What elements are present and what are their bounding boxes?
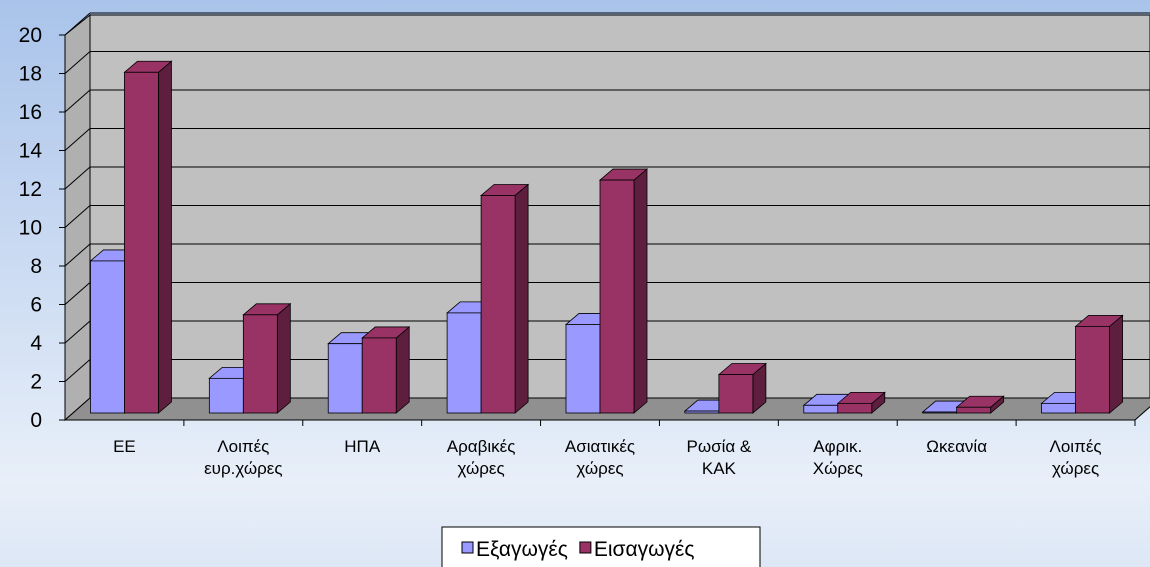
x-tick-label: Αραβικές χώρες (447, 437, 516, 478)
legend-swatch (579, 541, 592, 554)
grid-line (64, 320, 91, 344)
x-tick-label: Λοιπές ευρ.χώρες (204, 437, 282, 478)
grid-line (64, 282, 91, 305)
bar-front (956, 406, 992, 414)
grid-line (64, 51, 91, 74)
x-tick-label: Λοιπές χώρες (1050, 437, 1102, 478)
bar (242, 302, 292, 414)
y-tick-label: 18 (19, 63, 42, 86)
y-tick-label: 14 (19, 140, 43, 163)
bar (1074, 314, 1124, 414)
bar-front (684, 410, 720, 414)
bar-front (90, 260, 125, 414)
x-tick-label: ΗΠΑ (344, 437, 381, 456)
bar-front (1075, 325, 1110, 414)
bar (123, 60, 173, 414)
bar (361, 326, 411, 414)
grid-line (64, 359, 91, 382)
bar-side (276, 302, 291, 414)
bar-front (327, 343, 363, 414)
grid-line (64, 12, 91, 36)
side-wall (64, 13, 91, 422)
x-tick-label: Ωκεανία (926, 437, 987, 456)
grid-line (64, 243, 91, 267)
bar-side (1109, 314, 1123, 414)
legend-swatch (461, 541, 474, 554)
bar (717, 362, 767, 414)
y-tick-label: 2 (30, 371, 42, 394)
bar (836, 391, 886, 414)
y-tick-label: 8 (30, 255, 42, 278)
y-tick-label: 12 (19, 178, 42, 201)
grid-line (64, 205, 91, 228)
bar-front (361, 337, 397, 414)
bar-front (565, 324, 601, 414)
y-tick-label: 0 (30, 409, 42, 432)
grid-line (64, 128, 91, 151)
bar-side (514, 183, 529, 414)
legend-label: Εισαγωγές (594, 538, 695, 561)
bar-side (633, 168, 648, 414)
bar-front (480, 195, 516, 414)
y-tick-label: 20 (19, 24, 42, 47)
legend-box (441, 526, 761, 567)
bar-front (124, 71, 159, 414)
bar-front (446, 312, 482, 414)
bar-front (599, 179, 635, 414)
x-tick-label: Αφρικ. Χώρες (813, 437, 863, 478)
y-tick-label: 16 (19, 101, 42, 124)
x-tick-label: ΕΕ (113, 437, 136, 456)
bar (598, 168, 649, 414)
bar-front (922, 411, 958, 414)
bar (955, 395, 1005, 414)
legend-label: Εξαγωγές (476, 538, 568, 561)
bar-front (803, 404, 839, 414)
x-tick-label: Ρωσία & ΚΑΚ (686, 437, 751, 478)
bar-front (718, 374, 754, 414)
legend: Εξαγωγές Εισαγωγές (441, 526, 761, 567)
bar-front (242, 314, 278, 414)
y-tick-label: 6 (30, 294, 42, 317)
grid-line (64, 89, 91, 113)
bar-side (158, 60, 172, 414)
y-tick-label: 10 (19, 217, 42, 240)
x-tick-label: Ασιατικές χώρες (565, 437, 635, 478)
bar-front (208, 377, 244, 414)
y-tick-label: 4 (30, 332, 42, 355)
bar-front (1041, 402, 1076, 414)
bar-side (395, 326, 410, 414)
bar (480, 183, 530, 414)
grid-line (64, 166, 91, 190)
bar-front (837, 402, 873, 414)
